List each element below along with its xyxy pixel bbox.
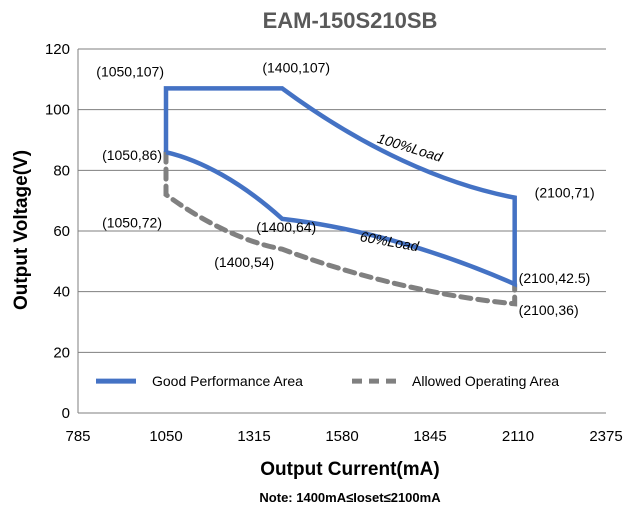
- x-tick-label: 1050: [149, 428, 182, 445]
- y-axis-label: Output Voltage(V): [11, 150, 32, 310]
- point-annotation: (1400,107): [262, 59, 330, 75]
- good-performance-area-line: [163, 86, 517, 288]
- x-tick-label: 1845: [413, 428, 446, 445]
- y-tick-label: 60: [53, 223, 70, 240]
- y-tick-label: 100: [45, 102, 70, 119]
- point-annotation: (1050,107): [96, 63, 164, 79]
- note: Note: 1400mA≤Ioset≤2100mA: [259, 490, 441, 505]
- point-annotation: (1050,72): [102, 215, 162, 231]
- x-axis-label: Output Current(mA): [260, 459, 439, 480]
- y-tick-label: 20: [53, 344, 70, 361]
- point-annotation: (1400,54): [214, 254, 274, 270]
- x-tick-label: 1580: [325, 428, 358, 445]
- point-annotation: (2100,71): [535, 185, 595, 201]
- x-tick-label: 2110: [502, 428, 534, 445]
- legend-label-good: Good Performance Area: [152, 373, 303, 389]
- load-label: 60%Load: [359, 228, 421, 254]
- allowed-operating-area-line: [163, 149, 518, 307]
- load-label: 100%Load: [376, 130, 446, 165]
- tick-labels: 0 20 40 60 80 100 120 785 1050 1315 1580 1845 2110 23…: [45, 41, 623, 445]
- chart-title: EAM-150S210SB: [263, 8, 438, 33]
- point-annotation: (2100,42.5): [519, 270, 591, 286]
- point-annotation: (1050,86): [102, 147, 162, 163]
- y-tick-label: 120: [45, 41, 70, 58]
- grid: [77, 48, 606, 414]
- y-tick-label: 40: [53, 284, 70, 301]
- y-tick-label: 0: [62, 405, 70, 422]
- point-annotation: (2100,36): [519, 302, 579, 318]
- point-annotations: (1050,107) (1400,107) (1050,86) (1050,72) (1…: [96, 59, 594, 317]
- series-lines: [163, 86, 518, 307]
- legend-label-allowed: Allowed Operating Area: [412, 373, 559, 389]
- legend: Good Performance Area Allowed Operating A…: [96, 373, 559, 389]
- y-tick-label: 80: [53, 162, 70, 179]
- x-tick-label: 1315: [237, 428, 270, 445]
- x-tick-label: 785: [65, 428, 90, 445]
- point-annotation: (1400,64): [256, 219, 316, 235]
- x-tick-label: 2375: [589, 428, 622, 445]
